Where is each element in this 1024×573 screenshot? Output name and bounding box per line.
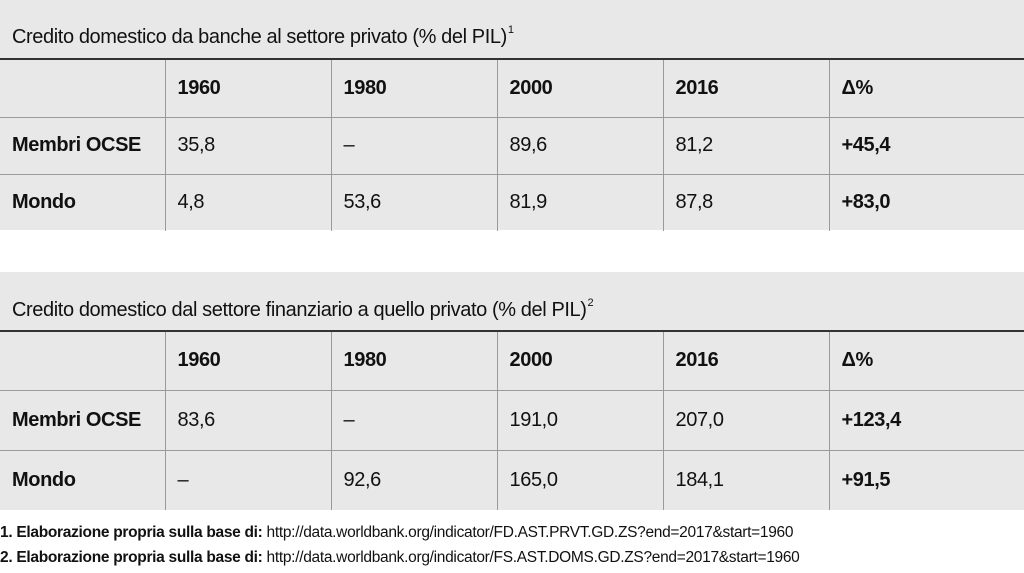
delta-cell: +91,5: [841, 468, 891, 491]
source-link[interactable]: http://data.worldbank.org/indicator/FS.A…: [266, 549, 800, 566]
table-cell: 184,1: [663, 450, 830, 510]
delta-cell: +45,4: [829, 117, 1024, 175]
table-cell: 165,0: [497, 450, 664, 510]
header-cell: 2000: [497, 60, 664, 118]
table-cell: 207,0: [663, 390, 830, 451]
table-cell: 191,0: [497, 390, 664, 451]
table-cell: 83,6: [165, 390, 332, 451]
delta-cell: +83,0: [841, 191, 891, 214]
table-cell: –: [331, 117, 498, 175]
row-label: Membri OCSE: [0, 390, 166, 451]
header-cell: 2000: [497, 332, 664, 391]
financial-credit-table: Credito domestico dal settore finanziari…: [0, 272, 1024, 510]
table-cell: –: [165, 450, 332, 510]
footnote-2: 2. Elaborazione propria sulla base di: h…: [0, 545, 800, 570]
header-cell: Δ%: [829, 332, 1024, 391]
footnote-lead: 1. Elaborazione propria sulla base di:: [0, 524, 263, 541]
table-cell: 92,6: [331, 450, 498, 510]
table-cell: 53,6: [331, 174, 498, 231]
table-cell: 35,8: [165, 117, 332, 175]
header-cell: 1960: [165, 60, 332, 118]
row-label: Mondo: [0, 450, 166, 510]
header-cell: 1980: [331, 332, 498, 391]
footnotes: 1. Elaborazione propria sulla base di: h…: [0, 520, 800, 570]
header-cell: 2016: [663, 332, 830, 391]
table-row: Membri OCSE 35,8 – 89,6 81,2 +45,4: [0, 117, 1024, 175]
table-row: Membri OCSE 83,6 – 191,0 207,0 +123,4: [0, 390, 1024, 451]
data-table: 1960 1980 2000 2016 Δ% Membri OCSE 83,6 …: [0, 332, 1024, 510]
bank-credit-table: Credito domestico da banche al settore p…: [0, 0, 1024, 231]
header-cell: [0, 332, 166, 391]
header-cell: 1980: [331, 60, 498, 118]
header-cell: [0, 60, 166, 118]
footnote-ref: 2: [587, 297, 594, 309]
header-cell: Δ%: [829, 60, 1024, 118]
table-title-text: Credito domestico dal settore finanziari…: [12, 299, 587, 321]
table-cell: –: [331, 390, 498, 451]
table-row: Mondo – 92,6 165,0 184,1 +91,5: [0, 450, 1024, 510]
table-row: Mondo 4,8 53,6 81,9 87,8 +83,0: [0, 174, 1024, 231]
footnote-lead: 2. Elaborazione propria sulla base di:: [0, 549, 263, 566]
table-title-text: Credito domestico da banche al settore p…: [12, 26, 507, 48]
footnote-ref: 1: [507, 24, 514, 36]
data-table: 1960 1980 2000 2016 Δ% Membri OCSE 35,8 …: [0, 60, 1024, 231]
header-row: 1960 1980 2000 2016 Δ%: [0, 60, 1024, 118]
table-cell: 87,8: [663, 174, 830, 231]
source-link[interactable]: http://data.worldbank.org/indicator/FD.A…: [266, 524, 794, 541]
row-label: Mondo: [0, 174, 166, 231]
footnote-1: 1. Elaborazione propria sulla base di: h…: [0, 520, 799, 545]
header-cell: 2016: [663, 60, 830, 118]
delta-cell: +123,4: [829, 390, 1024, 451]
table-title: Credito domestico dal settore finanziari…: [0, 272, 1024, 332]
table-cell: 81,9: [497, 174, 664, 231]
header-row: 1960 1980 2000 2016 Δ%: [0, 332, 1024, 391]
row-label: Membri OCSE: [0, 117, 166, 175]
table-cell: 4,8: [165, 174, 332, 231]
header-cell: 1960: [165, 332, 332, 391]
table-title: Credito domestico da banche al settore p…: [0, 0, 1024, 60]
table-cell: 89,6: [497, 117, 664, 175]
table-cell: 81,2: [663, 117, 830, 175]
